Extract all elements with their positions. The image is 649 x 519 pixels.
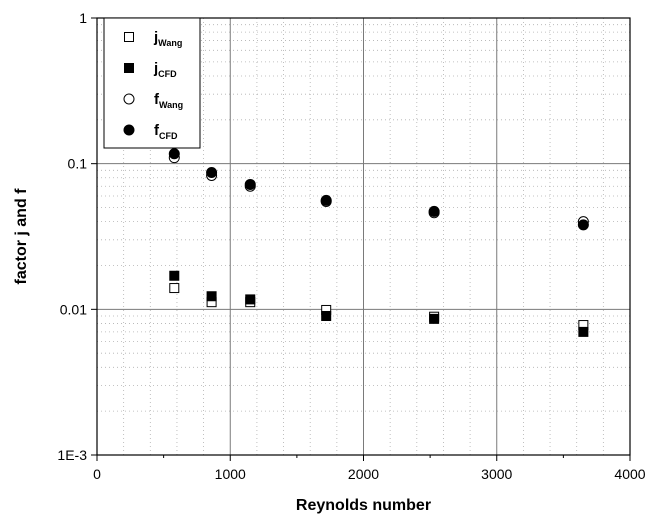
legend-marker <box>124 63 134 73</box>
legend: jWang jCFD fWang fCFD <box>103 17 201 149</box>
legend-marker <box>124 32 134 42</box>
data-point <box>206 166 218 178</box>
y-axis-title: factor j and f <box>13 188 30 285</box>
series-j-cfd <box>169 270 589 337</box>
data-point <box>578 326 589 337</box>
data-point <box>168 148 180 160</box>
x-tick-label: 0 <box>93 466 101 482</box>
x-axis-title: Reynolds number <box>296 497 431 514</box>
axis-ticks <box>91 17 631 461</box>
y-tick-label: 1 <box>79 10 87 26</box>
x-tick-label: 1000 <box>215 466 246 482</box>
x-tick-label: 4000 <box>614 466 645 482</box>
legend-label: fWang <box>154 91 183 110</box>
data-point <box>577 219 589 231</box>
data-point <box>169 283 180 294</box>
data-point <box>429 313 440 324</box>
data-point <box>169 270 180 281</box>
data-points <box>168 148 589 337</box>
legend-box <box>103 17 201 149</box>
y-tick-label: 1E-3 <box>57 447 87 463</box>
x-tick-label: 2000 <box>348 466 379 482</box>
legend-label: jWang <box>153 29 182 48</box>
series-j-wang <box>169 283 589 331</box>
legend-marker <box>123 124 135 136</box>
data-point <box>320 194 332 206</box>
legend-marker <box>123 93 135 105</box>
data-point <box>321 310 332 321</box>
legend-label: fCFD <box>154 122 178 141</box>
series-f-cfd <box>168 148 589 231</box>
data-point <box>245 294 256 305</box>
data-point <box>206 291 217 302</box>
y-tick-label: 0.1 <box>68 156 88 172</box>
tick-labels: 0 1000 2000 3000 4000 1E-3 0.01 0.1 1 <box>57 10 645 482</box>
y-tick-label: 0.01 <box>60 301 87 317</box>
data-point <box>428 205 440 217</box>
data-point <box>244 178 256 190</box>
legend-label: jCFD <box>153 60 177 79</box>
x-tick-label: 3000 <box>481 466 512 482</box>
